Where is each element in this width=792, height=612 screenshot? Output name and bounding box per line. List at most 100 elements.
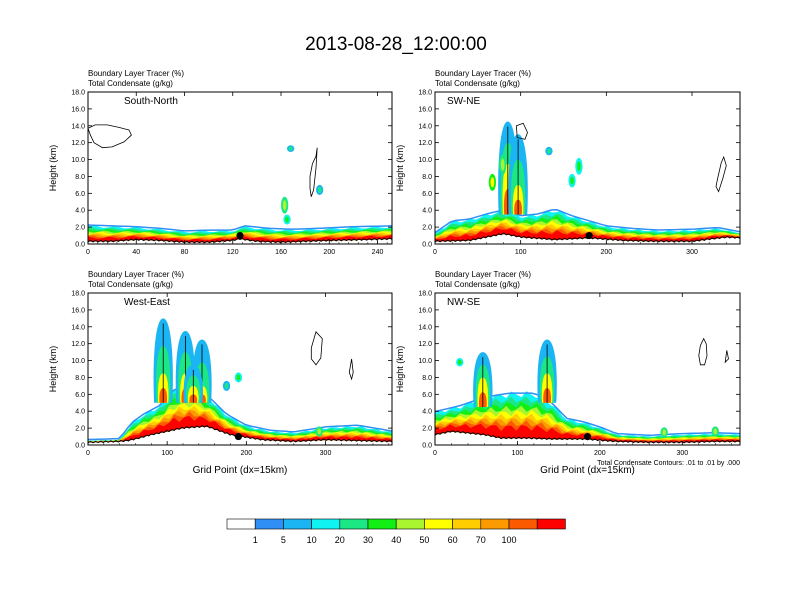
colorbar-label: 20 <box>335 535 345 545</box>
tracer-edge <box>435 209 740 234</box>
cloud-core <box>285 216 289 223</box>
y-tick-label: 6.0 <box>422 191 432 198</box>
y-tick-label: 16.0 <box>71 307 85 314</box>
y-tick-label: 4.0 <box>75 208 85 215</box>
y-tick-label: 10.0 <box>71 157 85 164</box>
plot-frame <box>87 91 393 245</box>
variable-label-1: Boundary Layer Tracer (%) <box>435 69 531 78</box>
x-tick-label: 80 <box>181 249 189 256</box>
y-tick-label: 6.0 <box>422 392 432 399</box>
x-tick-label: 100 <box>161 450 173 457</box>
x-tick-label: 160 <box>275 249 287 256</box>
colorbar-swatch <box>395 518 425 530</box>
cloud-core <box>288 146 293 151</box>
y-tick-label: 12.0 <box>71 140 85 147</box>
x-tick-label: 0 <box>433 249 437 256</box>
colorbar-swatch <box>508 518 538 530</box>
condensate-contour <box>310 331 323 366</box>
tracer-band-5 <box>435 222 740 242</box>
x-tick-label: 300 <box>676 450 688 457</box>
y-tick-label: 0.0 <box>75 242 85 249</box>
y-tick-label: 18.0 <box>71 291 85 298</box>
tracer-band-6 <box>88 409 392 443</box>
y-tick-label: 8.0 <box>422 174 432 181</box>
y-tick-label: 10.0 <box>418 358 432 365</box>
colorbar-label: 1 <box>253 535 258 545</box>
colorbar-swatch <box>424 518 453 530</box>
x-axis-label: Grid Point (dx=15km) <box>540 465 635 476</box>
variable-label-1: Boundary Layer Tracer (%) <box>88 270 184 279</box>
y-axis-label: Height (km) <box>395 145 405 192</box>
variable-label-2: Total Condensate (g/kg) <box>435 79 520 88</box>
panel-sw-ne: 0.0 2.0 4.0 6.0 8.0 10.0 12.0 14.0 16.0 18.0 0 100 2… <box>395 69 741 256</box>
condensate-contour <box>715 155 727 193</box>
colorbar-label: 60 <box>448 535 458 545</box>
figure-title: 2013-08-28_12:00:00 <box>305 34 487 55</box>
y-tick-label: 4.0 <box>422 208 432 215</box>
x-tick-label: 100 <box>515 249 527 256</box>
x-tick-label: 200 <box>240 450 252 457</box>
plot-area <box>88 124 392 244</box>
panels: 0.0 2.0 4.0 6.0 8.0 10.0 12.0 14.0 16.0 18.0 0 40 80… <box>48 69 741 476</box>
x-tick-label: 200 <box>323 249 335 256</box>
plot-area <box>435 121 740 243</box>
y-tick-label: 14.0 <box>418 324 432 331</box>
y-tick-label: 12.0 <box>71 341 85 348</box>
cloud-core <box>577 161 581 172</box>
y-tick-label: 14.0 <box>418 123 432 130</box>
condensate-contour <box>698 337 708 366</box>
plot-area <box>88 318 392 444</box>
panel-name: South-North <box>124 96 178 107</box>
colorbar: 1 5 10 20 30 40 50 60 70 100 <box>226 518 566 545</box>
cloud-core <box>457 359 462 365</box>
y-tick-label: 2.0 <box>422 426 432 433</box>
y-tick-label: 14.0 <box>71 123 85 130</box>
cloud-core <box>500 158 505 171</box>
cloud-core <box>662 429 666 436</box>
terrain-line <box>88 237 392 244</box>
panel-name: NW-SE <box>447 297 480 308</box>
y-tick-label: 10.0 <box>71 358 85 365</box>
y-tick-label: 16.0 <box>71 106 85 113</box>
y-axis-label: Height (km) <box>48 145 58 192</box>
panel-south-north: 0.0 2.0 4.0 6.0 8.0 10.0 12.0 14.0 16.0 18.0 0 40 80… <box>48 69 393 256</box>
y-tick-label: 12.0 <box>418 140 432 147</box>
x-tick-label: 300 <box>686 249 698 256</box>
cloud-core <box>236 374 241 381</box>
location-marker <box>234 432 243 441</box>
colorbar-swatch <box>452 518 482 530</box>
colorbar-label: 5 <box>281 535 286 545</box>
colorbar-label: 100 <box>501 535 516 545</box>
location-marker <box>583 432 592 441</box>
colorbar-label: 50 <box>419 535 429 545</box>
cloud-core <box>713 428 718 435</box>
x-tick-label: 40 <box>132 249 140 256</box>
variable-label-1: Boundary Layer Tracer (%) <box>435 270 531 279</box>
x-tick-label: 200 <box>594 450 606 457</box>
x-tick-label: 240 <box>372 249 384 256</box>
colorbar-label: 30 <box>363 535 373 545</box>
y-tick-label: 12.0 <box>418 341 432 348</box>
colorbar-swatch <box>226 518 256 530</box>
plot-frame <box>434 91 741 245</box>
cloud-core <box>282 200 287 211</box>
colorbar-swatch <box>367 518 397 530</box>
y-tick-label: 2.0 <box>75 426 85 433</box>
panel-nw-se: 0.0 2.0 4.0 6.0 8.0 10.0 12.0 14.0 16.0 18.0 0 100 2… <box>395 270 741 476</box>
plot-frame <box>434 292 741 446</box>
y-tick-label: 2.0 <box>75 225 85 232</box>
cloud-core <box>224 382 229 389</box>
tracer-band-8 <box>435 423 740 443</box>
panel-west-east: 0.0 2.0 4.0 6.0 8.0 10.0 12.0 14.0 16.0 18.0 0 100 2… <box>48 270 393 476</box>
tracer-edge <box>88 385 392 441</box>
y-tick-label: 18.0 <box>418 90 432 97</box>
panel-name: SW-NE <box>447 96 480 107</box>
condensate-contour <box>515 122 528 140</box>
tracer-band-4 <box>435 219 740 242</box>
y-tick-label: 6.0 <box>75 392 85 399</box>
x-tick-label: 300 <box>320 450 332 457</box>
cloud-core <box>570 176 574 185</box>
y-tick-label: 8.0 <box>75 375 85 382</box>
y-tick-label: 8.0 <box>422 375 432 382</box>
